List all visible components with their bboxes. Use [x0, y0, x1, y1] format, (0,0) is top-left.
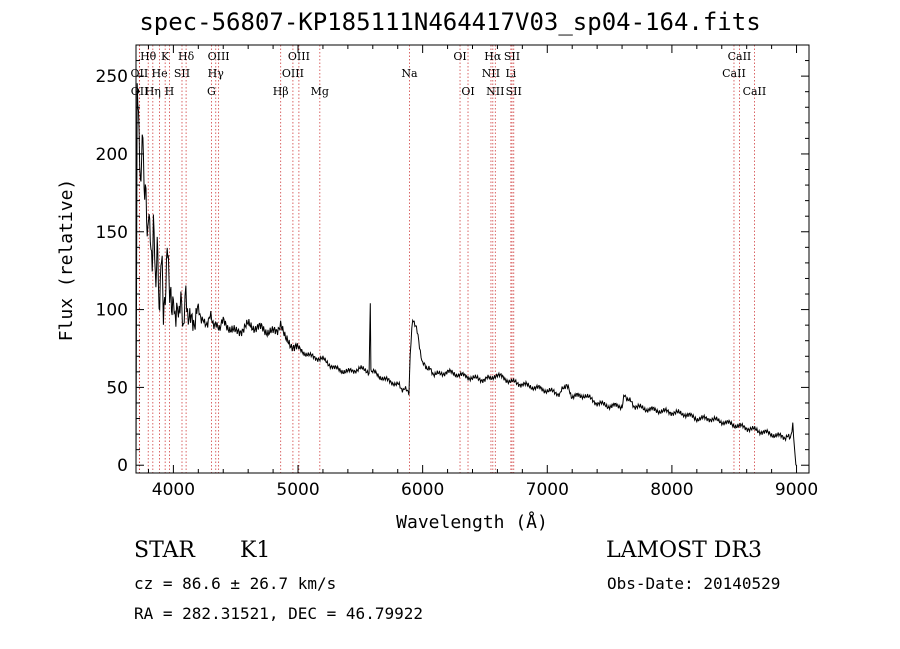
object-subclass: K1	[240, 538, 271, 563]
chart-title: spec-56807-KP185111N464417V03_sp04-164.f…	[139, 8, 761, 36]
x-tick-label-1: 5000	[276, 480, 319, 500]
redshift-cz: cz = 86.6 ± 26.7 km/s	[134, 574, 337, 593]
line-label-10: Hγ	[208, 67, 225, 80]
object-class: STAR	[134, 538, 195, 563]
line-label-11: OIII	[208, 50, 230, 63]
series-group	[135, 83, 797, 468]
line-label-14: OIII	[288, 50, 310, 63]
line-label-19: NII	[482, 67, 500, 80]
line-label-5: K	[161, 50, 170, 63]
line-labels: HθOIIOIIHηHeKHSIIHδGHγOIIIHβOIIIOIIIMgNa…	[131, 50, 767, 98]
x-tick-label-2: 6000	[401, 480, 444, 500]
x-tick-label-0: 4000	[152, 480, 195, 500]
axes: 4000 5000 6000 7000 8000 9000 0 50 100 150 200 250	[96, 45, 818, 500]
line-label-17: OI	[453, 50, 466, 63]
line-label-1: OII	[131, 67, 149, 80]
coordinates: RA = 282.31521, DEC = 46.79922	[134, 604, 423, 623]
line-label-13: OIII	[282, 67, 304, 80]
series-flux	[135, 83, 797, 468]
y-tick-label-4: 200	[96, 145, 128, 165]
x-tick-label-3: 7000	[526, 480, 569, 500]
y-axis-label: Flux (relative)	[56, 179, 77, 342]
line-label-0: Hθ	[140, 50, 157, 63]
line-label-2: OII	[131, 85, 149, 98]
line-label-9: G	[207, 85, 216, 98]
x-axis-label: Wavelength (Å)	[396, 511, 548, 533]
line-label-3: Hη	[145, 85, 161, 98]
line-label-24: SII	[506, 85, 522, 98]
y-tick-label-1: 50	[106, 378, 128, 398]
y-tick-label-5: 250	[96, 67, 128, 87]
line-label-26: CaII	[728, 50, 752, 63]
plot-frame	[135, 44, 810, 474]
obs-date: Obs-Date: 20140529	[607, 574, 781, 593]
line-label-23: SII	[504, 50, 520, 63]
survey-name: LAMOST DR3	[606, 538, 762, 563]
line-label-8: Hδ	[178, 50, 195, 63]
line-label-27: CaII	[743, 85, 767, 98]
line-label-16: Na	[401, 67, 418, 80]
y-tick-label-3: 150	[96, 223, 128, 243]
line-label-7: SII	[174, 67, 190, 80]
line-markers	[138, 45, 755, 473]
line-label-21: NII	[486, 85, 504, 98]
line-label-22: Li	[505, 67, 516, 80]
y-tick-label-2: 100	[96, 301, 128, 321]
line-label-12: Hβ	[273, 85, 289, 98]
line-label-4: He	[152, 67, 168, 80]
line-label-20: Hα	[484, 50, 502, 63]
line-label-25: CaII	[722, 67, 746, 80]
line-label-6: H	[165, 85, 175, 98]
line-label-18: OI	[461, 85, 474, 98]
y-tick-label-0: 0	[117, 456, 128, 476]
line-label-15: Mg	[311, 85, 329, 98]
x-tick-label-5: 9000	[775, 480, 818, 500]
x-tick-label-4: 8000	[650, 480, 693, 500]
